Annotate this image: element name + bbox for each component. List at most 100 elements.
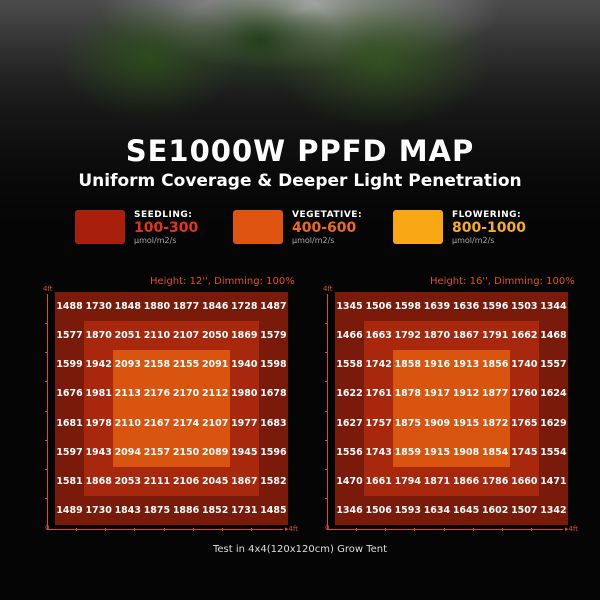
heatmap-cell: 1942: [85, 359, 112, 371]
y-axis-end-label: 4ft: [43, 285, 53, 293]
page-title: SE1000W PPFD MAP: [125, 134, 475, 168]
heatmap-cell: 1945: [231, 446, 258, 458]
x-tick: [192, 528, 194, 531]
heatmap-cell: 1634: [423, 504, 451, 516]
heatmap-cell: 1554: [540, 446, 567, 458]
heatmap-cell: 1730: [85, 504, 112, 516]
y-tick: [325, 439, 328, 441]
heatmap-cell: 1558: [336, 359, 363, 371]
heatmap-grid: 1345 1506 1598 1639 1636 1596 1503 1344 1466 1663…: [335, 292, 568, 525]
heatmap-cell: 2107: [172, 330, 200, 342]
axis-origin-label: 0: [45, 524, 50, 532]
heatmap-cell: 2089: [201, 446, 229, 458]
heatmap-cell: 2112: [201, 388, 229, 400]
axis-origin-label: 0: [325, 524, 330, 532]
x-axis: [47, 529, 283, 530]
heatmap-cell: 2094: [114, 446, 142, 458]
heatmap-cell: 1867: [231, 475, 258, 487]
heatmap-cell: 1488: [56, 301, 83, 312]
legend-swatch: [233, 210, 283, 244]
heatmap-cell: 1624: [540, 388, 567, 400]
heatmap-cell: 1872: [481, 417, 509, 429]
heatmap-cell: 2113: [114, 388, 142, 400]
heatmap-cell: 1662: [511, 330, 538, 342]
y-tick: [45, 410, 48, 412]
x-tick: [76, 528, 78, 531]
heatmap-cell: 2045: [201, 475, 229, 487]
heatmap-cell: 1912: [452, 388, 480, 400]
x-tick: [443, 528, 445, 531]
heatmap-cell: 1761: [365, 388, 392, 400]
legend-label: SEEDLING:: [134, 210, 193, 220]
heatmap-cell: 1870: [423, 330, 451, 342]
x-tick: [105, 528, 107, 531]
heatmap-cell: 1852: [201, 504, 229, 516]
heatmap-cell: 1916: [423, 359, 451, 371]
heatmap-cell: 2150: [172, 446, 200, 458]
x-tick: [221, 528, 223, 531]
heatmap-cell: 2174: [172, 417, 200, 429]
heatmap-cell: 1908: [452, 446, 480, 458]
heatmap-cell: 1760: [511, 388, 538, 400]
heatmap-cell: 1507: [511, 504, 538, 516]
heatmap-cell: 1579: [260, 330, 287, 342]
heatmap-cell: 1556: [336, 446, 363, 458]
heatmap-cell: 1622: [336, 388, 363, 400]
legend-unit: µmol/m2/s: [452, 236, 495, 245]
heatmap-grid: 1488 1730 1848 1880 1877 1846 1728 1487 1577 1870…: [55, 292, 288, 525]
legend-swatch: [75, 210, 125, 244]
heatmap-cell: 1485: [260, 504, 287, 516]
heatmap-cell: 1980: [231, 388, 258, 400]
x-axis-end-label: ▸4ft: [565, 525, 579, 533]
x-tick: [472, 528, 474, 531]
heatmap-cell: 1871: [423, 475, 451, 487]
legend-range: 800-1000: [452, 220, 526, 236]
heatmap-cell: 1730: [85, 301, 112, 312]
heatmap-cell: 1582: [260, 475, 287, 487]
heatmap-cell: 1596: [260, 446, 287, 458]
heatmap-cell: 1468: [540, 330, 567, 342]
heatmap-cell: 1791: [481, 330, 509, 342]
heatmap-cell: 1858: [394, 359, 422, 371]
y-tick: [325, 352, 328, 354]
legend-label: FLOWERING:: [452, 210, 522, 220]
y-tick: [325, 468, 328, 470]
heatmap-cell: 1869: [231, 330, 258, 342]
heatmap-cell: 1915: [423, 446, 451, 458]
heatmap-cell: 1977: [231, 417, 258, 429]
heatmap-cell: 1660: [511, 475, 538, 487]
y-axis: [327, 294, 328, 529]
heatmap-cell: 2167: [143, 417, 171, 429]
y-tick: [45, 439, 48, 441]
heatmap-cell: 2093: [114, 359, 142, 371]
heatmap-cell: 1596: [481, 301, 509, 312]
heatmap-cell: 1981: [85, 388, 112, 400]
heatmap-cell: 1886: [172, 504, 200, 516]
y-tick: [45, 352, 48, 354]
y-tick: [45, 497, 48, 499]
heatmap-cell: 1342: [540, 504, 567, 516]
heatmap-cell: 1877: [172, 301, 200, 312]
heatmap-cell: 1683: [260, 417, 287, 429]
legend-range: 400-600: [292, 220, 357, 236]
legend-range: 100-300: [134, 220, 199, 236]
heatmap-cell: 1602: [481, 504, 509, 516]
heatmap-cell: 1765: [511, 417, 538, 429]
heatmap-cell: 2050: [201, 330, 229, 342]
heatmap-cell: 1866: [452, 475, 480, 487]
heatmap-ring-center: [113, 350, 230, 467]
heatmap-cell: 2051: [114, 330, 142, 342]
x-axis-end-label: ▸4ft: [285, 525, 299, 533]
heatmap-cell: 1878: [394, 388, 422, 400]
heatmap-cell: 1599: [56, 359, 83, 371]
x-tick: [530, 528, 532, 531]
y-tick: [45, 381, 48, 383]
heatmap-cell: 1740: [511, 359, 538, 371]
heatmap-cell: 1636: [452, 301, 480, 312]
heatmap-ring-center: [393, 350, 510, 467]
heatmap-cell: 1627: [336, 417, 363, 429]
heatmap-cell: 1489: [56, 504, 83, 516]
heatmap-title: Height: 12'', Dimming: 100%: [150, 276, 295, 287]
heatmap-cell: 1503: [511, 301, 538, 312]
legend-unit: µmol/m2/s: [292, 236, 335, 245]
